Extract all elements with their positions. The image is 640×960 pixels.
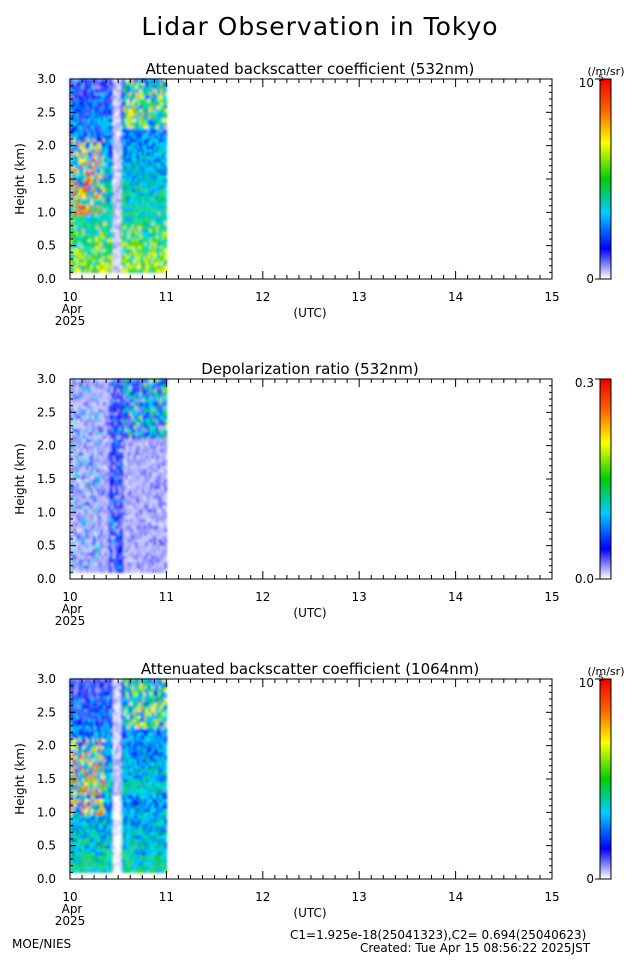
x-year-label: 2025	[55, 914, 86, 928]
x-tick-label: 13	[352, 590, 367, 604]
colorbar	[599, 678, 612, 880]
x-tick-label: 11	[159, 890, 174, 904]
y-tick-label: 0.0	[37, 272, 56, 286]
colorbar-unit: (/m/sr)	[588, 665, 625, 678]
y-tick-label: 1.0	[37, 205, 56, 219]
x-tick-label: 11	[159, 590, 174, 604]
x-year-label: 2025	[55, 614, 86, 628]
y-tick-label: 0.0	[37, 572, 56, 586]
colorbar-max-label: 10	[579, 76, 594, 90]
x-tick-label: 14	[448, 290, 463, 304]
y-tick-label: 1.0	[37, 805, 56, 819]
y-tick-label: 1.5	[37, 772, 56, 786]
x-tick-label: 10	[62, 590, 77, 604]
x-year-label: 2025	[55, 314, 86, 328]
y-tick-label: 2.5	[37, 405, 56, 419]
heatmap-2	[70, 379, 167, 573]
colorbar	[599, 78, 612, 280]
y-tick-label: 2.5	[37, 105, 56, 119]
y-tick-label: 1.5	[37, 172, 56, 186]
y-axis-label: Height (km)	[13, 743, 27, 814]
panel-title: Depolarization ratio (532nm)	[201, 360, 419, 378]
x-tick-label: 15	[544, 890, 559, 904]
x-tick-label: 12	[255, 290, 270, 304]
y-tick-label: 2.0	[37, 739, 56, 753]
y-tick-label: 2.0	[37, 139, 56, 153]
x-tick-label: 15	[544, 290, 559, 304]
panel-title: Attenuated backscatter coefficient (1064…	[141, 660, 479, 678]
panel-2	[69, 378, 612, 580]
y-tick-label: 0.5	[37, 839, 56, 853]
y-axis-label: Height (km)	[13, 143, 27, 214]
x-month-label: Apr	[62, 302, 83, 316]
x-tick-label: 10	[62, 890, 77, 904]
created-timestamp: Created: Tue Apr 15 08:56:22 2025JST	[360, 941, 591, 955]
y-tick-label: 1.5	[37, 472, 56, 486]
colorbar	[599, 378, 612, 580]
x-tick-label: 12	[255, 890, 270, 904]
x-tick-label: 13	[352, 290, 367, 304]
agency-label: MOE/NIES	[12, 937, 72, 951]
x-tick-label: 14	[448, 590, 463, 604]
x-tick-label: 14	[448, 890, 463, 904]
x-tick-label: 15	[544, 590, 559, 604]
y-tick-label: 3.0	[37, 372, 56, 386]
y-tick-label: 3.0	[37, 672, 56, 686]
x-unit-label: (UTC)	[293, 906, 326, 920]
x-month-label: Apr	[62, 602, 83, 616]
colorbar-min-label: 0	[586, 872, 594, 886]
x-month-label: Apr	[62, 902, 83, 916]
y-tick-label: 0.5	[37, 239, 56, 253]
colorbar-unit: (/m/sr)	[588, 65, 625, 78]
heatmap-3	[70, 679, 167, 873]
y-tick-label: 0.0	[37, 872, 56, 886]
x-unit-label: (UTC)	[293, 606, 326, 620]
colorbar-min-label: 0	[586, 272, 594, 286]
x-tick-label: 12	[255, 590, 270, 604]
y-tick-label: 2.5	[37, 705, 56, 719]
y-axis-label: Height (km)	[13, 443, 27, 514]
panel-1	[69, 78, 612, 280]
calibration-constants: C1=1.925e-18(25041323),C2= 0.694(2504062…	[290, 928, 587, 942]
colorbar-max-label: 10	[579, 676, 594, 690]
colorbar-max-exponent: -5	[595, 674, 604, 684]
x-unit-label: (UTC)	[293, 306, 326, 320]
colorbar-max-label: 0.3	[575, 376, 594, 390]
colorbar-min-label: 0.0	[575, 572, 594, 586]
x-tick-label: 11	[159, 290, 174, 304]
heatmap-1	[70, 79, 167, 273]
page-title: Lidar Observation in Tokyo	[141, 12, 499, 41]
y-tick-label: 2.0	[37, 439, 56, 453]
y-tick-label: 3.0	[37, 72, 56, 86]
x-tick-label: 13	[352, 890, 367, 904]
y-tick-label: 1.0	[37, 505, 56, 519]
colorbar-max-exponent: -5	[595, 74, 604, 84]
y-tick-label: 0.5	[37, 539, 56, 553]
panel-title: Attenuated backscatter coefficient (532n…	[146, 60, 475, 78]
panel-3	[69, 678, 612, 880]
x-tick-label: 10	[62, 290, 77, 304]
